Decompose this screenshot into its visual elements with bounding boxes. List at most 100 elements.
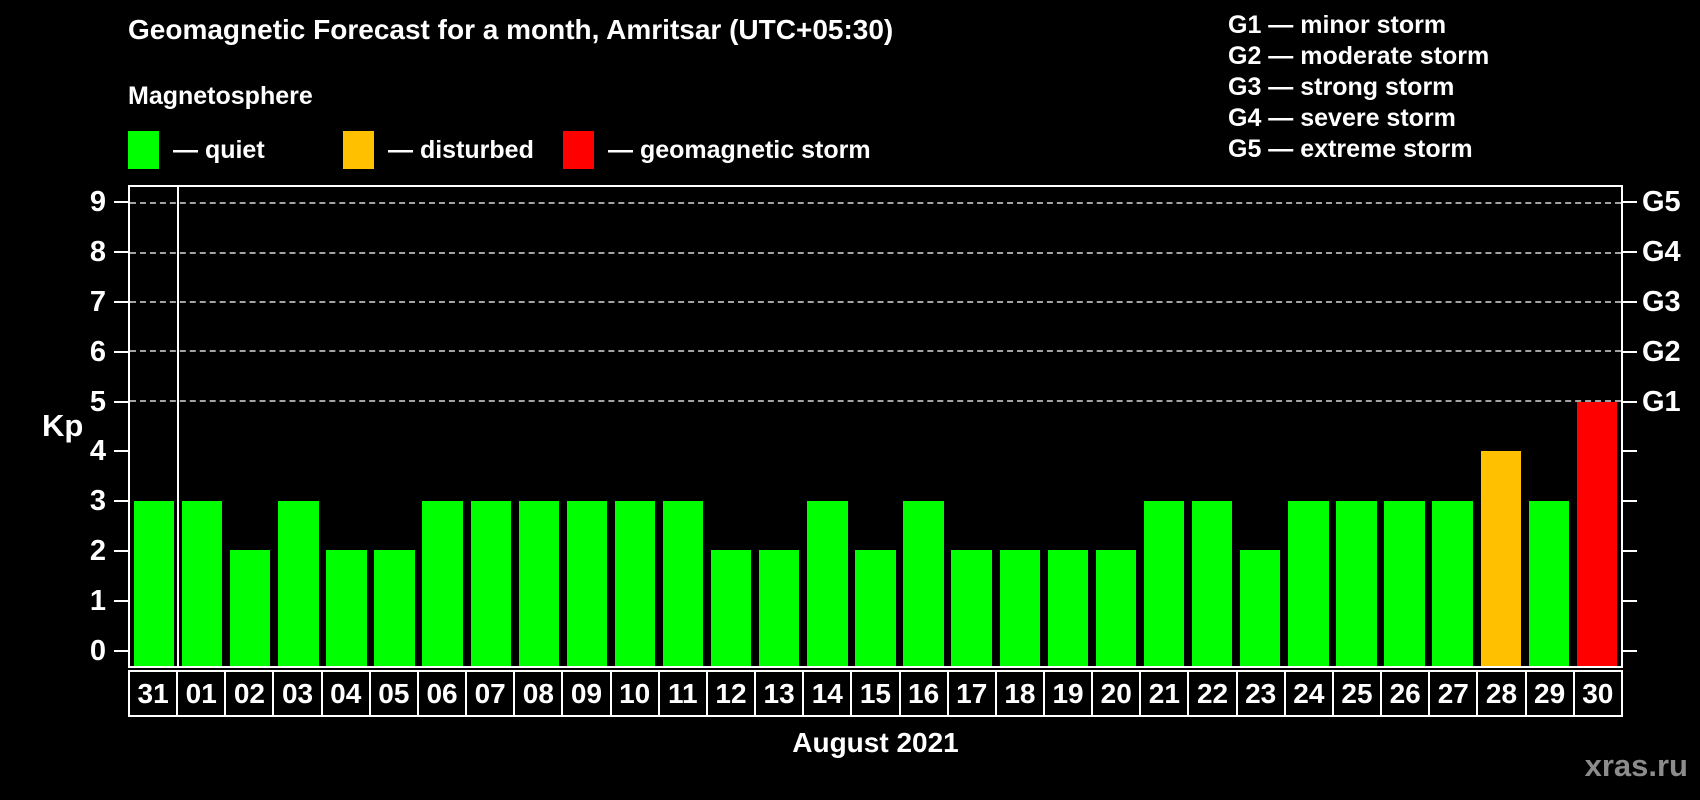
kp-bar-day-16 bbox=[903, 500, 944, 666]
g-scale-line-2: G2 — moderate storm bbox=[1228, 42, 1490, 70]
day-label-10: 10 bbox=[619, 677, 651, 709]
gridline-kp-8 bbox=[130, 251, 1621, 254]
day-cell-10: 10 bbox=[609, 670, 660, 717]
day-label-13: 13 bbox=[763, 677, 795, 709]
day-label-27: 27 bbox=[1437, 677, 1469, 709]
day-label-25: 25 bbox=[1341, 677, 1373, 709]
day-cell-19: 19 bbox=[1042, 670, 1094, 717]
day-label-08: 08 bbox=[522, 677, 554, 709]
kp-bar-day-13 bbox=[759, 549, 800, 666]
kp-bar-day-08 bbox=[518, 500, 559, 666]
status-legend: — quiet — disturbed — geomagnetic storm bbox=[128, 128, 1108, 172]
right-tick-5 bbox=[1623, 400, 1637, 403]
g-scale-line-4: G4 — severe storm bbox=[1228, 104, 1456, 132]
kp-bar-day-29 bbox=[1528, 500, 1570, 666]
g-level-labels: G1 G2 G3 G4 G5 bbox=[1642, 185, 1700, 668]
kp-bar-day-22 bbox=[1191, 500, 1233, 666]
g-level-label-G5: G5 bbox=[1642, 186, 1681, 219]
kp-bar-day-09 bbox=[566, 500, 608, 666]
kp-bar-day-02 bbox=[230, 549, 271, 666]
day-cell-09: 09 bbox=[561, 670, 612, 717]
right-tick-9 bbox=[1623, 201, 1637, 204]
day-label-17: 17 bbox=[956, 677, 988, 709]
g-scale-line-1: G1 — minor storm bbox=[1228, 11, 1447, 39]
kp-bar-day-27 bbox=[1432, 500, 1473, 666]
legend-item-disturbed: — disturbed bbox=[343, 128, 534, 172]
watermark: xras.ru bbox=[1584, 748, 1688, 783]
kp-bar-day-25 bbox=[1336, 500, 1377, 666]
kp-axis-title: Kp bbox=[42, 408, 84, 443]
day-label-04: 04 bbox=[330, 677, 362, 709]
kp-bar-day-01 bbox=[181, 500, 223, 666]
kp-bar-day-23 bbox=[1240, 549, 1281, 666]
legend-item-storm: — geomagnetic storm bbox=[563, 128, 871, 172]
right-tick-7 bbox=[1623, 301, 1637, 304]
y-tick-3 bbox=[114, 500, 128, 503]
legend-label-quiet: — quiet bbox=[173, 135, 265, 164]
kp-bar-day-10 bbox=[614, 500, 656, 666]
day-cell-27: 27 bbox=[1428, 670, 1479, 717]
g-level-label-G4: G4 bbox=[1642, 236, 1681, 269]
g-scale-legend: G1 — minor storm G2 — moderate storm G3 — … bbox=[1228, 10, 1489, 165]
day-label-01: 01 bbox=[185, 677, 217, 709]
y-axis-labels: 0 1 2 3 4 5 6 7 8 9 bbox=[40, 185, 106, 668]
kp-bar-day-20 bbox=[1095, 549, 1137, 666]
day-cell-30: 30 bbox=[1572, 670, 1623, 717]
day-cell-16: 16 bbox=[898, 670, 949, 717]
right-tick-6 bbox=[1623, 350, 1637, 353]
legend-item-quiet: — quiet bbox=[128, 128, 265, 172]
chart-title: Geomagnetic Forecast for a month, Amrits… bbox=[128, 14, 894, 45]
day-cell-04: 04 bbox=[320, 670, 371, 717]
g-scale-line-3: G3 — strong storm bbox=[1228, 73, 1455, 101]
month-separator-line bbox=[177, 187, 180, 666]
day-label-22: 22 bbox=[1196, 677, 1229, 709]
day-cell-17: 17 bbox=[946, 670, 997, 717]
day-label-12: 12 bbox=[715, 677, 747, 709]
right-tick-4 bbox=[1623, 450, 1637, 453]
day-label-03: 03 bbox=[281, 677, 314, 709]
day-cell-28: 28 bbox=[1476, 670, 1527, 717]
day-label-18: 18 bbox=[1004, 677, 1036, 709]
day-cell-03: 03 bbox=[272, 670, 323, 717]
kp-bar-day-17 bbox=[951, 549, 992, 666]
day-cell-20: 20 bbox=[1091, 670, 1142, 717]
y-tick-9 bbox=[114, 201, 128, 204]
day-label-05: 05 bbox=[378, 677, 410, 709]
g-level-label-G2: G2 bbox=[1642, 335, 1681, 368]
day-label-28: 28 bbox=[1485, 677, 1518, 709]
day-label-09: 09 bbox=[570, 677, 603, 709]
day-label-23: 23 bbox=[1245, 677, 1277, 709]
y-tick-8 bbox=[114, 251, 128, 254]
y-tick-label-3: 3 bbox=[89, 485, 106, 518]
kp-bar-day-03 bbox=[278, 500, 319, 666]
kp-bar-day-06 bbox=[422, 500, 463, 666]
day-cell-14: 14 bbox=[802, 670, 853, 717]
day-cell-23: 23 bbox=[1235, 670, 1286, 717]
legend-label-disturbed: — disturbed bbox=[388, 135, 534, 164]
day-cell-26: 26 bbox=[1380, 670, 1431, 717]
kp-bar-day-30 bbox=[1576, 401, 1618, 666]
day-label-29: 29 bbox=[1534, 677, 1566, 709]
day-cell-07: 07 bbox=[465, 670, 516, 717]
day-label-15: 15 bbox=[859, 677, 891, 709]
y-tick-label-4: 4 bbox=[89, 435, 106, 468]
day-cell-08: 08 bbox=[513, 670, 564, 717]
quiet-color-swatch bbox=[128, 131, 159, 169]
day-cell-29: 29 bbox=[1524, 670, 1575, 717]
day-cell-24: 24 bbox=[1283, 670, 1334, 717]
right-tick-3 bbox=[1623, 500, 1637, 503]
day-label-07: 07 bbox=[474, 677, 506, 709]
magnetosphere-label: Magnetosphere bbox=[128, 82, 313, 110]
kp-bar-day-05 bbox=[374, 549, 415, 666]
day-cell-25: 25 bbox=[1331, 670, 1383, 717]
right-tick-8 bbox=[1623, 251, 1637, 254]
day-cell-18: 18 bbox=[994, 670, 1045, 717]
right-tick-2 bbox=[1623, 550, 1637, 552]
y-tick-label-5: 5 bbox=[89, 385, 106, 418]
gridline-kp-7 bbox=[130, 301, 1621, 304]
y-tick-5 bbox=[114, 400, 128, 403]
y-tick-0 bbox=[114, 649, 128, 652]
gridline-kp-5 bbox=[130, 399, 1621, 402]
y-tick-label-2: 2 bbox=[89, 535, 106, 567]
